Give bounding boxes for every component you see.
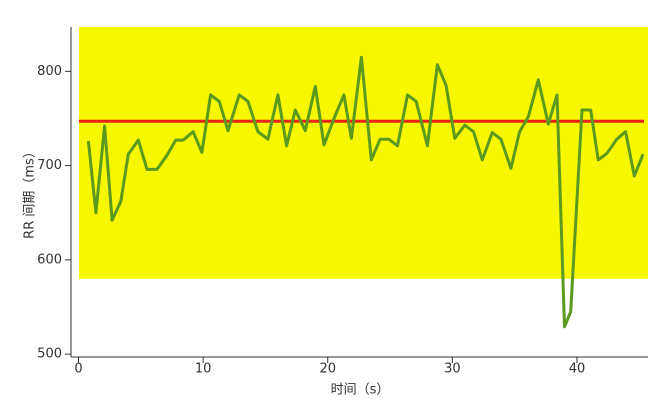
y-tick-label: 600 — [37, 252, 62, 267]
y-axis-label: RR 间期（ms） — [23, 145, 38, 239]
x-tick-label: 20 — [319, 362, 336, 377]
x-axis-label: 时间（s） — [331, 383, 390, 398]
x-tick-label: 0 — [74, 362, 82, 377]
y-tick-label: 500 — [37, 347, 62, 362]
x-tick-label: 30 — [444, 362, 461, 377]
data-line — [86, 55, 645, 329]
y-tick-label: 700 — [37, 158, 62, 173]
y-tick-label: 800 — [37, 64, 62, 79]
x-tick-label: 10 — [195, 362, 212, 377]
x-tick-label: 40 — [569, 362, 586, 377]
